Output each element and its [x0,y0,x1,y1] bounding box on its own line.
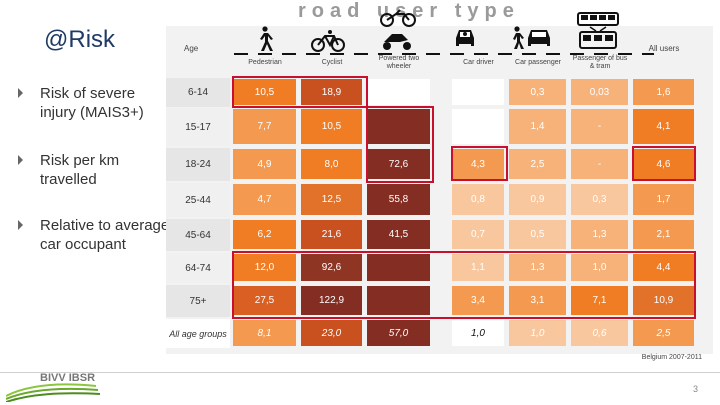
logo-text: BIVV IBSR [40,372,96,384]
risk-value-cell: 0,7 [452,220,504,249]
bivv-ibsr-logo-icon [6,383,101,402]
risk-value-cell: 6,2 [233,220,296,249]
risk-value-cell: 3,4 [452,286,504,315]
risk-value-cell: 8,1 [233,320,296,346]
risk-value-cell: 4,9 [233,149,296,179]
risk-table: Age Pedestrian Cyclist Powered two wheeler… [166,9,713,354]
motorcycle-icon [380,9,416,50]
bullet-arrow-icon [18,155,23,165]
road-user-type-title: road user type [298,0,520,22]
risk-value-cell: 57,0 [367,320,430,346]
risk-value-cell: 2,5 [509,149,566,179]
risk-value-cell: 18,9 [301,79,362,105]
risk-value-cell [367,286,430,315]
risk-value-cell: 4,3 [452,149,504,179]
risk-value-cell: 1,0 [452,320,504,346]
risk-value-cell: 0,8 [452,184,504,215]
pedestrian-icon [260,26,273,51]
risk-value-cell: 4,4 [633,254,694,281]
footer-divider [0,372,720,373]
risk-value-cell: 3,1 [509,286,566,315]
risk-value-cell: 7,1 [571,286,628,315]
risk-value-cell: 4,6 [633,149,694,179]
car-passenger-icon [513,26,550,49]
risk-value-cell: 0,5 [509,220,566,249]
risk-value-cell: 1,1 [452,254,504,281]
risk-value-cell: 10,5 [301,109,362,144]
risk-value-cell: 41,5 [367,220,430,249]
page-number: 3 [692,384,698,394]
risk-value-cell: 4,7 [233,184,296,215]
risk-value-cell: 1,0 [571,254,628,281]
risk-value-cell: 27,5 [233,286,296,315]
risk-value-cell: 2,1 [633,220,694,249]
risk-value-cell: 1,0 [509,320,566,346]
risk-value-cell: 10,5 [233,79,296,105]
risk-value-cell: - [571,109,628,144]
risk-value-cell: 21,6 [301,220,362,249]
bullet-arrow-icon [18,220,23,230]
risk-value-cell: 0,3 [509,79,566,105]
column-header: All users [648,44,680,53]
risk-value-cell: 7,7 [233,109,296,144]
age-label: 75+ [166,285,230,317]
risk-value-cell: 23,0 [301,320,362,346]
age-label: 6-14 [166,78,230,107]
risk-value-cell: 1,7 [633,184,694,215]
risk-value-cell [367,254,430,281]
risk-value-cell: 92,6 [301,254,362,281]
column-header: Cyclist [321,59,343,66]
risk-value-cell: 0,3 [571,184,628,215]
source-note: Belgium 2007-2011 [641,354,702,361]
risk-value-cell: 0,9 [509,184,566,215]
risk-value-cell: 122,9 [301,286,362,315]
bus-tram-icon [577,12,619,49]
age-label: 15-17 [166,108,230,146]
risk-value-cell: 10,9 [633,286,694,315]
header-dash-line [234,53,654,55]
column-header: Car driver [463,59,494,66]
risk-value-cell: 12,0 [233,254,296,281]
bullet-text: Risk of severe injury (MAIS3+) [40,85,144,121]
risk-value-cell: 2,5 [633,320,694,346]
risk-value-cell: 12,5 [301,184,362,215]
age-label: 45-64 [166,219,230,251]
column-header: Passenger of bus & tram [572,55,628,70]
car-driver-icon [456,30,474,46]
bullet-text: Relative to average car occupant [40,217,170,253]
age-label: 18-24 [166,148,230,181]
risk-value-cell: 1,4 [509,109,566,144]
risk-value-cell [367,79,430,105]
risk-value-cell [452,79,504,105]
risk-value-cell: 55,8 [367,184,430,215]
risk-value-cell: 72,6 [367,149,430,179]
bullet-arrow-icon [18,88,23,98]
risk-value-cell [452,109,504,144]
risk-value-cell: 8,0 [301,149,362,179]
bullet-text: Risk per km travelled [40,152,120,188]
risk-value-cell: 1,3 [571,220,628,249]
risk-value-cell: 0,03 [571,79,628,105]
age-label: All age groups [166,319,230,348]
risk-value-cell: 1,3 [509,254,566,281]
risk-value-cell: 4,1 [633,109,694,144]
column-header: Car passenger [515,59,561,66]
age-label: 25-44 [166,183,230,217]
risk-value-cell: - [571,149,628,179]
age-label: 64-74 [166,253,230,283]
risk-value-cell [367,109,430,144]
column-header: Powered two wheeler [378,55,420,70]
age-header: Age [184,44,199,53]
slide-title: @Risk [44,26,116,53]
cyclist-icon [311,30,345,52]
risk-value-cell: 0,6 [571,320,628,346]
risk-value-cell: 1,6 [633,79,694,105]
column-header: Pedestrian [248,59,282,66]
